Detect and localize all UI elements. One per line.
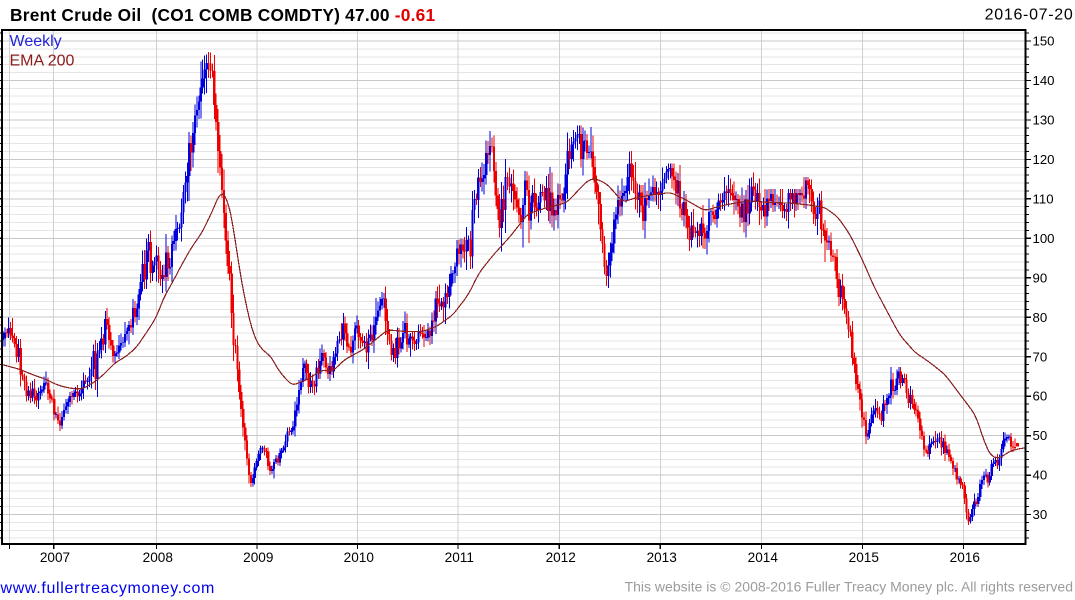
svg-text:110: 110 (1033, 191, 1054, 206)
svg-text:EMA 200: EMA 200 (10, 53, 75, 70)
svg-text:2012: 2012 (546, 550, 576, 565)
svg-text:50: 50 (1033, 428, 1048, 443)
svg-text:2011: 2011 (445, 550, 474, 565)
svg-text:40: 40 (1033, 468, 1048, 483)
svg-text:2016-07-20: 2016-07-20 (985, 7, 1074, 24)
svg-text:2010: 2010 (344, 550, 375, 565)
svg-text:30: 30 (1033, 507, 1048, 522)
svg-text:60: 60 (1033, 389, 1048, 404)
svg-text:Brent Crude Oil (CO1 COMB COM: Brent Crude Oil (CO1 COMB COMDTY) 47.00 … (10, 5, 436, 25)
svg-text:150: 150 (1033, 34, 1055, 49)
svg-text:2015: 2015 (849, 550, 879, 565)
svg-text:Weekly: Weekly (10, 33, 62, 50)
svg-text:2008: 2008 (143, 550, 173, 565)
svg-text:www.fullertreacymoney.com: www.fullertreacymoney.com (0, 580, 215, 597)
svg-text:2007: 2007 (40, 550, 70, 565)
svg-text:2013: 2013 (647, 550, 677, 565)
svg-text:130: 130 (1033, 113, 1055, 128)
svg-text:This website is © 2008-2016 Fu: This website is © 2008-2016 Fuller Treac… (625, 579, 1073, 595)
svg-text:2014: 2014 (748, 550, 779, 565)
svg-text:2016: 2016 (950, 550, 980, 565)
svg-text:140: 140 (1033, 73, 1055, 88)
svg-text:100: 100 (1033, 231, 1055, 246)
svg-text:70: 70 (1033, 349, 1048, 364)
svg-text:120: 120 (1033, 152, 1055, 167)
svg-text:80: 80 (1033, 310, 1048, 325)
svg-text:2009: 2009 (243, 550, 273, 565)
svg-text:90: 90 (1033, 270, 1048, 285)
